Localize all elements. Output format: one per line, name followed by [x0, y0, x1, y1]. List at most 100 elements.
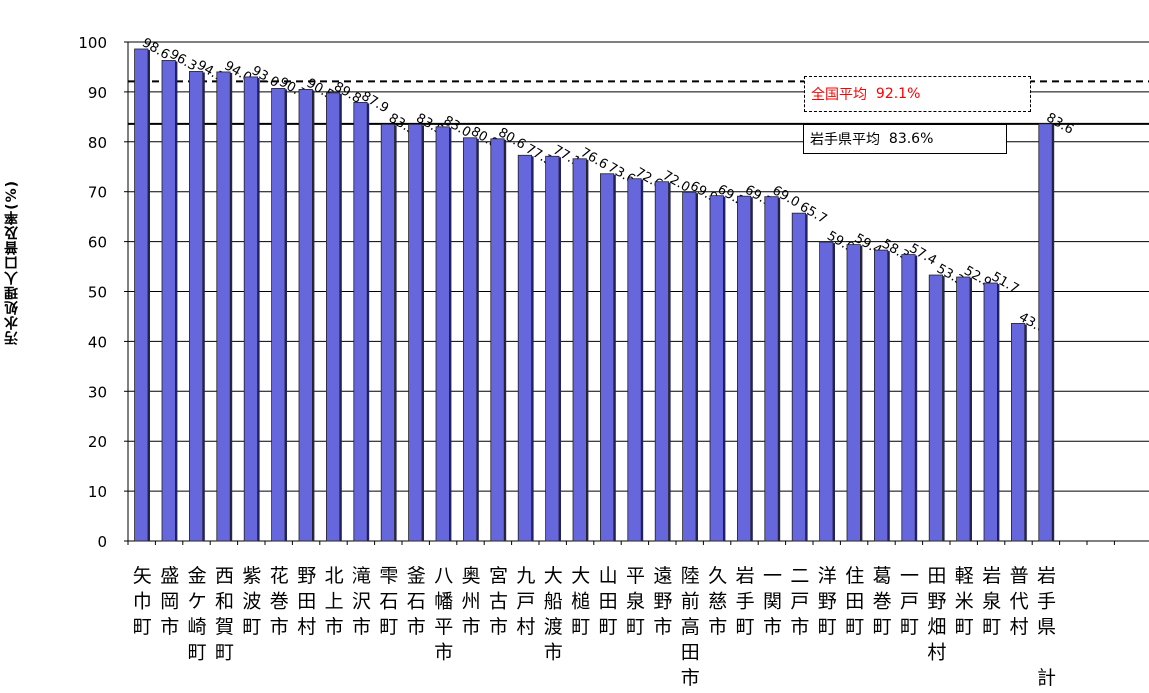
bar: [353, 101, 368, 542]
bar: [134, 48, 149, 542]
x-category-label: 市: [434, 642, 453, 664]
x-category-label: 軽: [955, 565, 974, 587]
x-category-label: 平: [434, 616, 453, 638]
prefecture-average-value: 83.6%: [888, 131, 934, 147]
y-tick-label: 100: [78, 34, 107, 52]
bar: [408, 123, 423, 542]
bar: [956, 276, 971, 542]
x-category-label: 波: [242, 591, 261, 613]
x-category-label: 葛: [873, 565, 892, 587]
bar: [874, 249, 889, 542]
x-category-label: 奥: [462, 565, 481, 587]
bar: [600, 173, 615, 542]
x-category-label: 米: [955, 591, 974, 613]
x-category-label: 古: [489, 591, 508, 613]
x-category-label: 巻: [270, 591, 289, 613]
x-category-label: 高: [681, 616, 700, 638]
x-category-label: 石: [407, 591, 426, 613]
x-category-label: 一: [763, 565, 782, 587]
y-tick-label: 20: [88, 433, 107, 451]
x-category-label: 大: [544, 565, 563, 587]
y-tick-label: 10: [88, 483, 107, 501]
bar: [709, 195, 724, 542]
x-category-label: 滝: [352, 565, 371, 587]
x-category-label: 市: [708, 616, 727, 638]
national-average-box: 全国平均 92.1%: [804, 76, 1031, 112]
x-category-label: 普: [1010, 565, 1029, 587]
x-category-label: 和: [215, 591, 234, 613]
x-category-label: 田: [681, 642, 700, 664]
x-category-label: 宮: [489, 565, 508, 587]
x-category-label: 石: [379, 591, 398, 613]
x-category-label: 野: [927, 591, 946, 613]
x-category-label: 田: [297, 591, 316, 613]
bar: [517, 154, 533, 542]
x-category-label: 手: [1037, 591, 1056, 613]
bar: [764, 196, 779, 542]
bar: [846, 244, 861, 542]
x-category-label: 二: [790, 565, 809, 587]
x-category-label: 遠: [653, 565, 672, 587]
x-category-label: 幡: [434, 591, 453, 613]
bar: [654, 181, 670, 542]
bar: [243, 76, 258, 542]
x-category-label: 雫: [379, 565, 398, 587]
x-category-label: 岩: [1037, 565, 1056, 587]
x-category-label: 田: [599, 591, 618, 613]
x-category-label: 市: [653, 616, 672, 638]
x-category-label: 野: [297, 565, 316, 587]
x-category-label: 住: [845, 565, 864, 587]
x-category-label: 手: [736, 591, 755, 613]
x-category-label: 戸: [900, 591, 919, 613]
x-category-label: 矢: [133, 565, 152, 587]
prefecture-average-label: 岩手県平均: [810, 132, 880, 148]
x-category-label: 市: [544, 642, 563, 664]
x-category-label: 花: [270, 565, 289, 587]
x-category-label: 慈: [708, 591, 727, 613]
x-category-label: 県: [1037, 616, 1056, 638]
prefecture-average-box: 岩手県平均 83.6%: [803, 124, 1007, 154]
x-category-label: 町: [242, 616, 261, 638]
x-category-label: 岩: [982, 565, 1001, 587]
x-category-label: 町: [818, 616, 837, 638]
bar: [380, 123, 396, 542]
bar: [572, 158, 587, 542]
y-axis-label: 汚水処理人口普及率(%): [4, 180, 20, 345]
bar: [819, 241, 834, 542]
x-category-label: 町: [379, 616, 398, 638]
x-category-label: 市: [790, 616, 809, 638]
bar: [928, 274, 944, 542]
bar: [627, 178, 642, 542]
x-category-label: 田: [927, 565, 946, 587]
x-category-label: 上: [325, 591, 344, 613]
x-category-label: 町: [982, 616, 1001, 638]
x-category-label: 崎: [188, 616, 207, 638]
x-category-label: 巻: [873, 591, 892, 613]
x-category-label: 町: [215, 642, 234, 664]
x-category-label: 北: [325, 565, 344, 587]
x-category-label: 市: [160, 616, 179, 638]
x-category-label: 町: [955, 616, 974, 638]
bar: [216, 71, 231, 542]
x-category-label: 紫: [242, 565, 261, 587]
x-category-label: 代: [1010, 591, 1029, 613]
x-category-label: 岡: [160, 591, 179, 613]
bar: [682, 191, 697, 542]
x-category-label: 陸: [681, 565, 700, 587]
x-category-label: 市: [352, 616, 371, 638]
x-category-label: 前: [681, 591, 700, 613]
x-category-label: 市: [763, 616, 782, 638]
x-category-label: 船: [544, 591, 563, 613]
x-category-label: 久: [708, 565, 727, 587]
y-tick-label: 70: [88, 184, 107, 202]
x-category-label: 山: [599, 565, 618, 587]
x-category-label: 町: [133, 616, 152, 638]
national-average-label: 全国平均: [811, 87, 867, 103]
bar: [271, 88, 286, 542]
bar: [161, 60, 176, 542]
x-category-label: 沢: [352, 591, 371, 613]
x-category-label: 盛: [160, 565, 179, 587]
bar: [737, 195, 752, 542]
y-tick-label: 0: [97, 533, 107, 551]
x-category-label: 泉: [982, 591, 1001, 613]
